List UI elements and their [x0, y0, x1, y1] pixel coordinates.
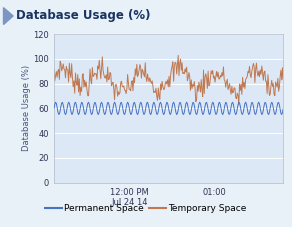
Polygon shape — [4, 8, 13, 25]
Text: Database Usage (%): Database Usage (%) — [16, 9, 151, 22]
Y-axis label: Database Usage (%): Database Usage (%) — [22, 65, 31, 151]
Legend: Permanent Space, Temporary Space: Permanent Space, Temporary Space — [42, 201, 250, 217]
